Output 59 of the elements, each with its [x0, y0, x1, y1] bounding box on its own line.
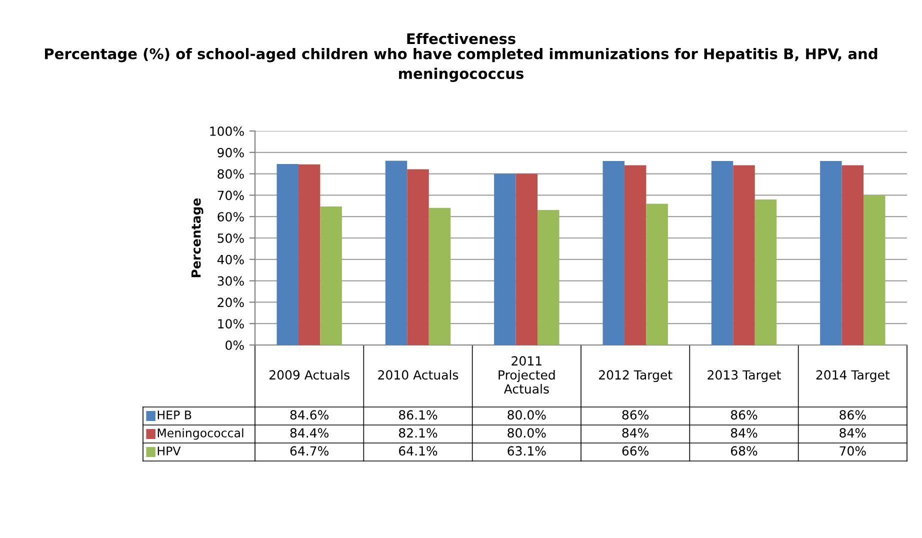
data-label: 84%: [840, 428, 866, 438]
y-tick-label: 20%: [218, 298, 244, 308]
bar: [494, 174, 516, 345]
data-label: 82.1%: [398, 428, 438, 438]
bar: [428, 208, 451, 345]
y-tick-label: 70%: [218, 190, 244, 200]
data-label: 84%: [622, 428, 649, 438]
legend-label: Meningococcal: [158, 428, 244, 440]
bar: [624, 165, 646, 345]
y-tick-label: 80%: [218, 169, 244, 179]
data-label: 68%: [730, 446, 758, 456]
data-label: 66%: [622, 446, 649, 456]
bar: [646, 204, 668, 345]
bar: [733, 165, 755, 345]
data-label: 64.1%: [399, 446, 438, 456]
legend-label: HPV: [158, 446, 181, 456]
data-label: 63.1%: [508, 446, 546, 456]
x-tick-label: 2011 Projected Actuals: [498, 356, 555, 394]
chart-subtitle: Percentage (%) of school-aged children who have completed immunizations for Hepatitis B, HPV, and meningococcus: [44, 48, 878, 82]
data-label: 84%: [730, 428, 758, 438]
x-tick-label: 2012 Target: [599, 370, 672, 382]
legend-label: HEP B: [158, 410, 192, 420]
x-tick-label: 2009 Actuals: [270, 370, 350, 380]
bar: [516, 174, 538, 345]
chart-title: Effectiveness: [407, 32, 516, 44]
bar: [276, 164, 298, 345]
bar: [711, 160, 734, 345]
y-tick-label: 10%: [218, 319, 244, 329]
data-label: 84.4%: [290, 428, 328, 438]
bar: [754, 199, 777, 345]
y-axis-title: Percentage: [191, 198, 204, 278]
bar: [820, 160, 842, 345]
y-tick-label: 40%: [217, 254, 244, 264]
data-label: 86%: [622, 410, 649, 420]
bar: [602, 160, 624, 345]
x-tick-label: 2013 Target: [708, 370, 781, 382]
data-label: 86.1%: [398, 410, 438, 420]
data-label: 64.7%: [290, 446, 328, 456]
bar: [298, 164, 320, 345]
y-tick-label: 60%: [218, 212, 244, 222]
bar: [864, 195, 886, 345]
data-label: 84.6%: [290, 410, 328, 420]
y-tick-label: 30%: [218, 276, 244, 286]
x-tick-label: 2014 Target: [816, 370, 890, 382]
x-tick-label: 2010 Actuals: [378, 370, 458, 380]
y-tick-label: 0%: [226, 340, 244, 350]
data-label: 80.0%: [508, 428, 546, 438]
data-label: 70%: [840, 446, 866, 456]
y-tick-label: 50%: [218, 233, 244, 243]
bar: [385, 160, 408, 345]
data-label: 86%: [840, 410, 866, 420]
y-tick-label: 90%: [218, 148, 244, 158]
y-tick-label: 100%: [210, 126, 244, 136]
bar: [320, 206, 342, 345]
bar: [538, 210, 560, 345]
data-label: 86%: [730, 410, 758, 420]
data-label: 80.0%: [508, 410, 546, 420]
bar: [407, 169, 429, 345]
bar: [842, 165, 864, 345]
